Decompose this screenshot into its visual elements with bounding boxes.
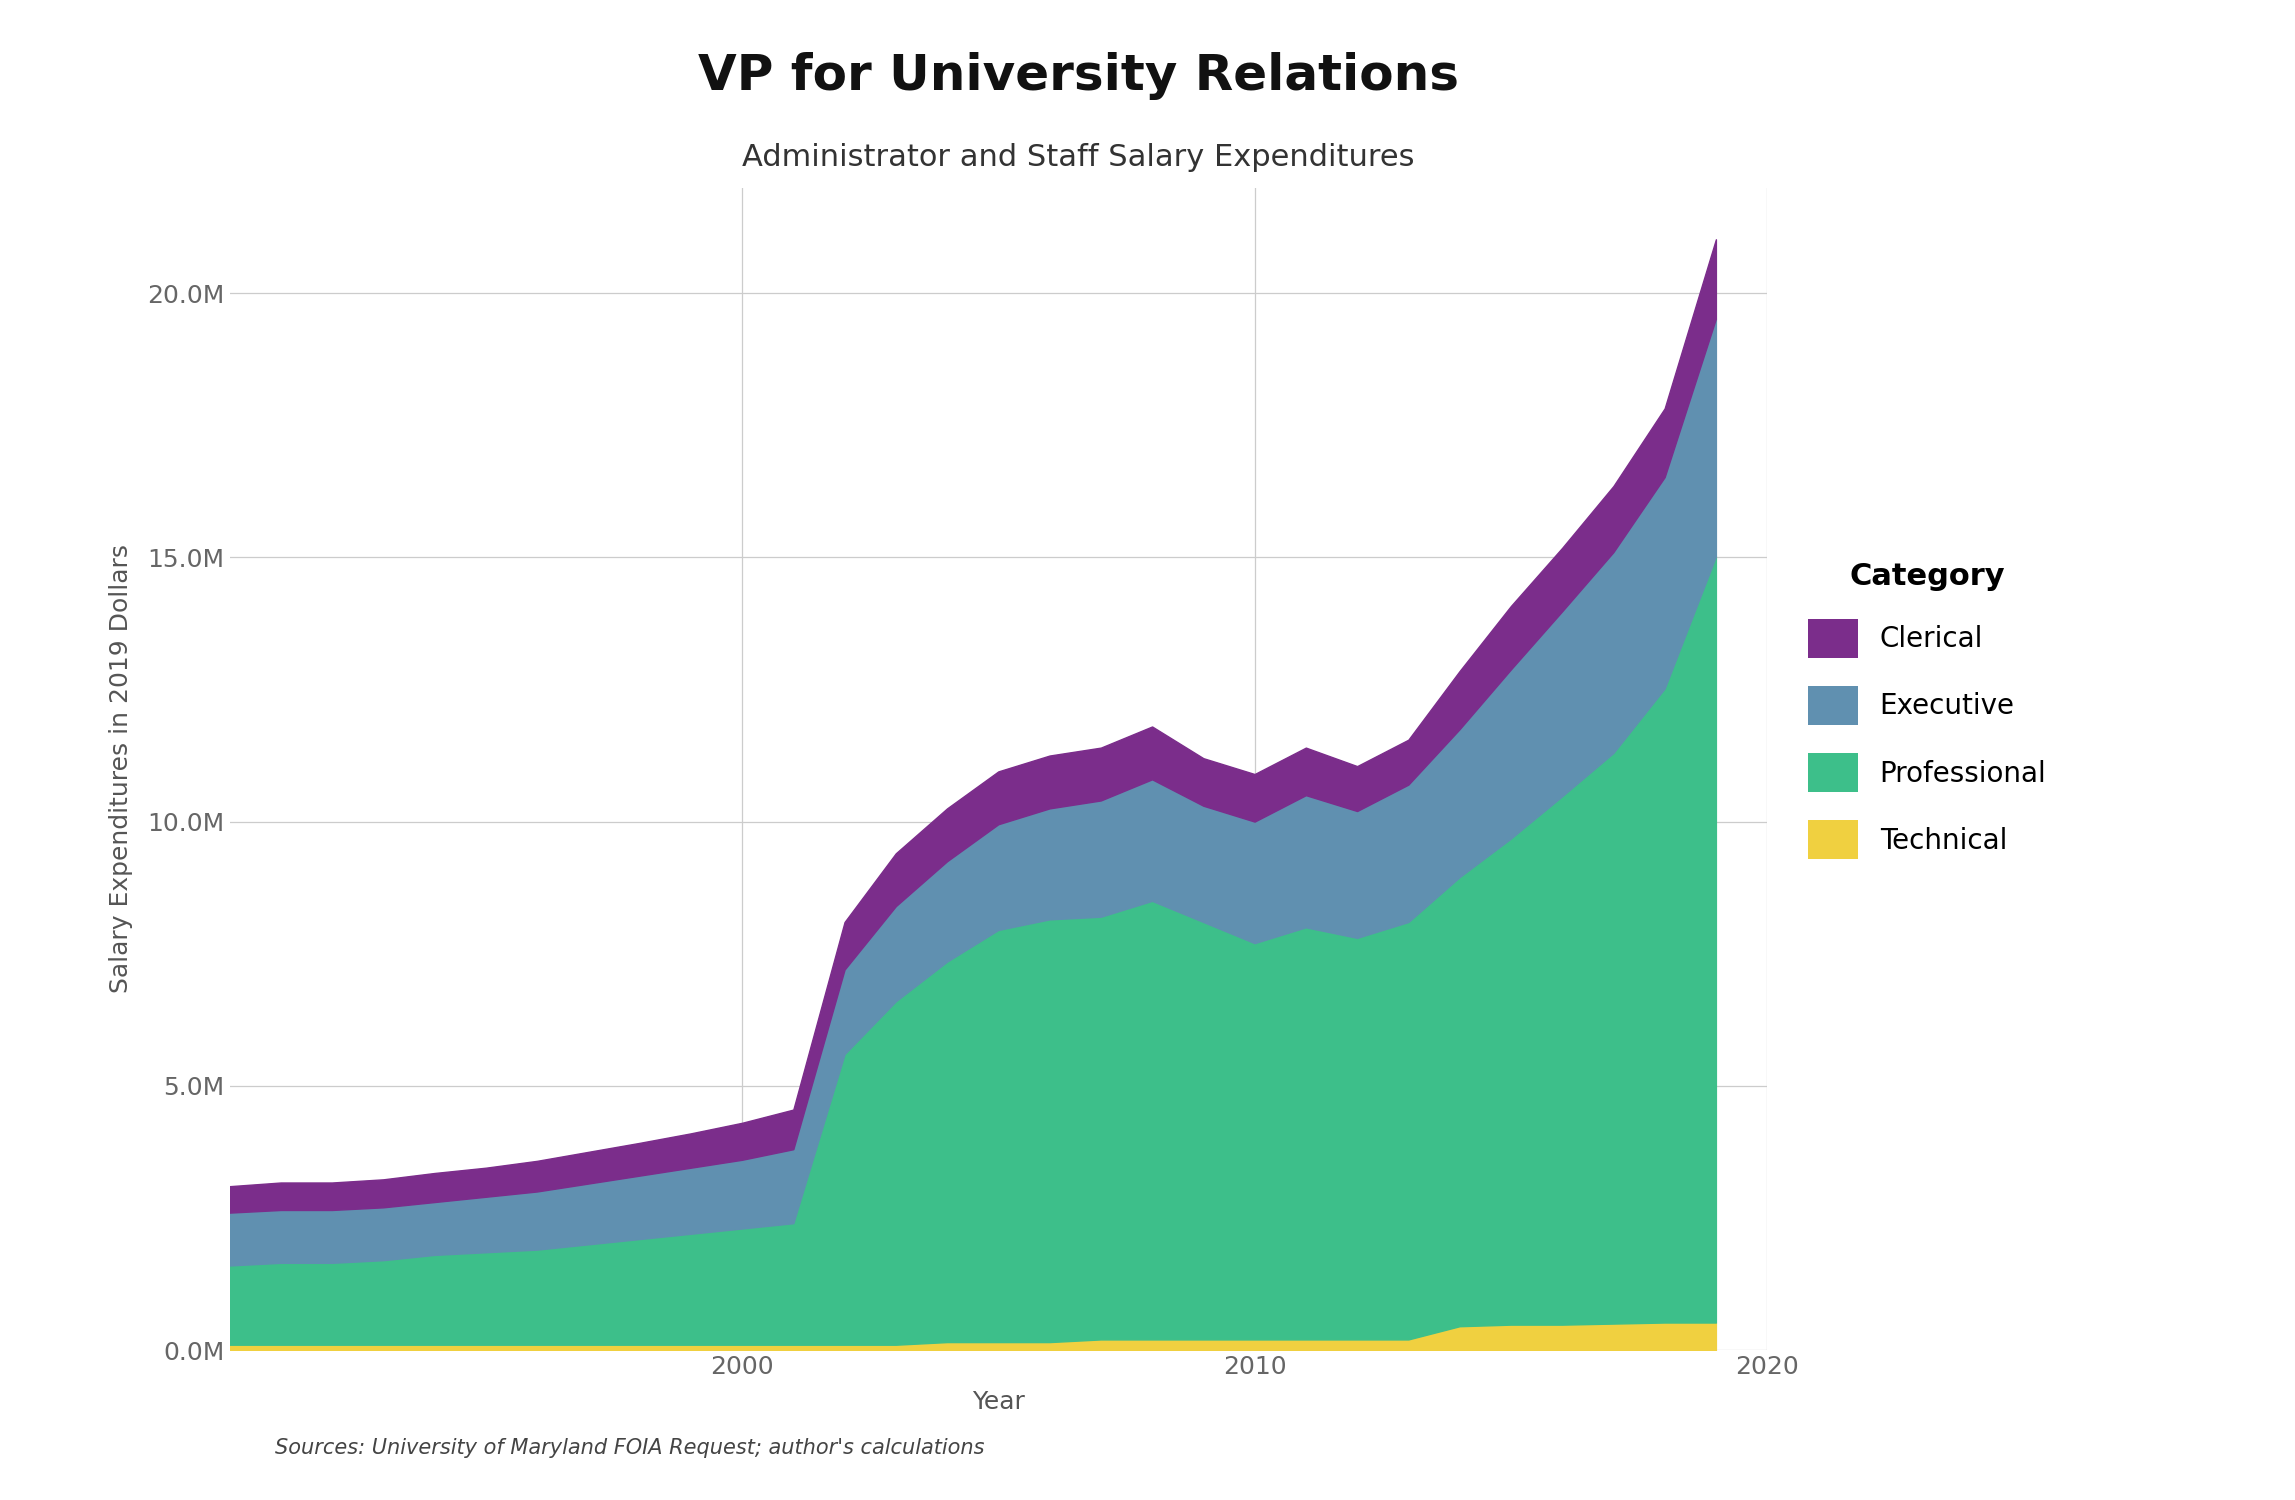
X-axis label: Year: Year bbox=[971, 1390, 1026, 1414]
Text: Sources: University of Maryland FOIA Request; author's calculations: Sources: University of Maryland FOIA Req… bbox=[275, 1438, 985, 1458]
Y-axis label: Salary Expenditures in 2019 Dollars: Salary Expenditures in 2019 Dollars bbox=[110, 544, 133, 993]
Text: VP for University Relations: VP for University Relations bbox=[698, 53, 1460, 100]
Text: Administrator and Staff Salary Expenditures: Administrator and Staff Salary Expenditu… bbox=[741, 142, 1416, 171]
Legend: Clerical, Executive, Professional, Technical: Clerical, Executive, Professional, Techn… bbox=[1797, 550, 2059, 870]
